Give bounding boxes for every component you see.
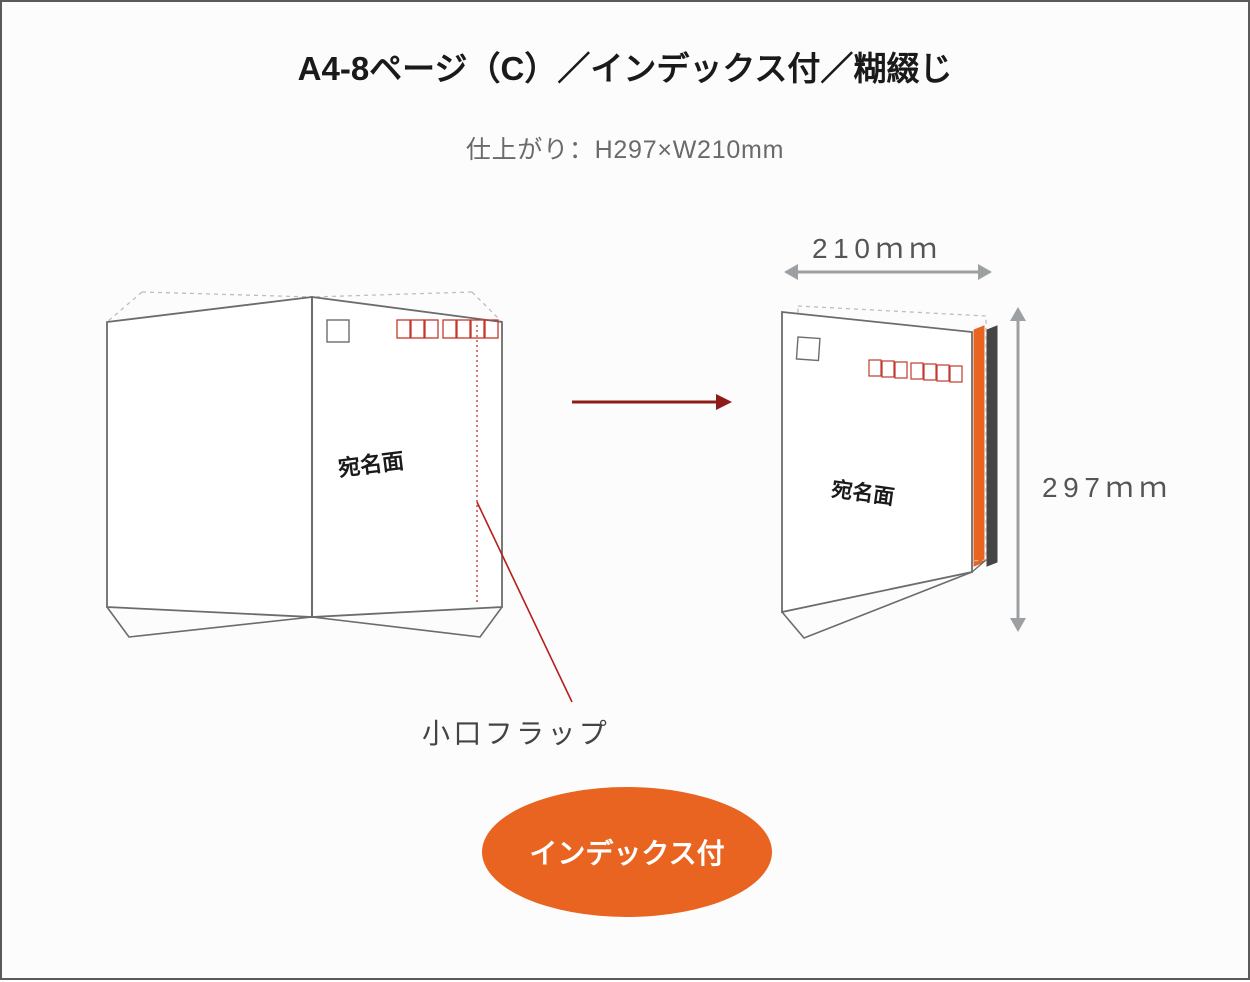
index-badge-label: インデックス付	[529, 832, 724, 872]
diagram-frame: A4-8ページ（C）／インデックス付／糊綴じ 仕上がり：H297×W210mm …	[0, 0, 1250, 980]
dimension-width-label: 210ｍｍ	[812, 227, 943, 267]
index-badge: インデックス付	[482, 787, 772, 917]
flap-callout-label: 小口フラップ	[422, 712, 610, 752]
dimension-height-label: 297ｍｍ	[1042, 466, 1173, 506]
